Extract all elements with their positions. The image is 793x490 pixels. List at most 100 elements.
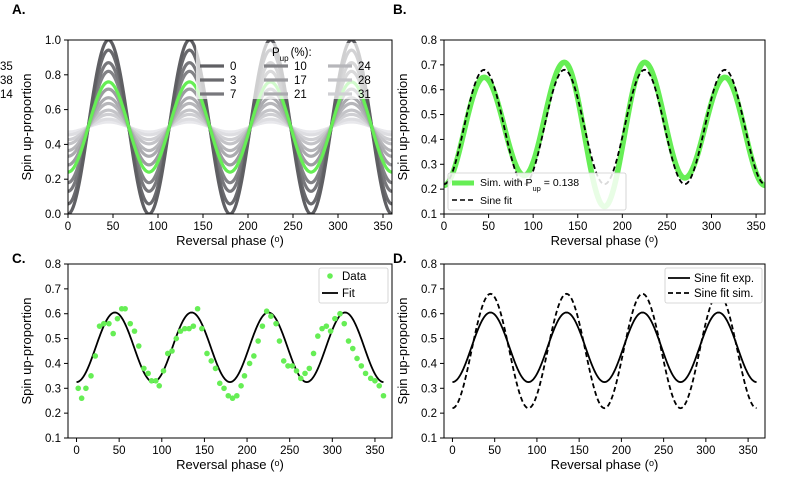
data-point <box>263 308 270 315</box>
x-tick-label: 250 <box>654 445 673 457</box>
data-point <box>106 320 112 327</box>
y-tick-label: 0.3 <box>421 383 437 395</box>
y-tick-label: 1.0 <box>45 35 61 47</box>
data-point <box>160 368 167 374</box>
y-tick-label: 0.7 <box>421 60 437 72</box>
data-point <box>225 392 232 399</box>
x-tick-label: 100 <box>527 445 546 457</box>
data-point <box>341 320 348 327</box>
x-tick-label: 50 <box>113 445 126 457</box>
plot-frame <box>443 39 766 215</box>
y-axis-label: Spin up-proportion <box>19 74 34 181</box>
data-point <box>164 350 171 357</box>
legend-entry-31: 31 <box>358 89 371 101</box>
data-point <box>153 378 159 384</box>
data-point <box>234 392 240 399</box>
data-point <box>212 365 219 372</box>
legend-title-suffix: (%): <box>291 47 312 59</box>
y-tick-label: 0.0 <box>45 209 61 221</box>
x-tick-label: 350 <box>373 221 392 233</box>
y-tick-label: 0.3 <box>45 383 61 395</box>
legend-entry-28: 28 <box>358 75 371 87</box>
legend-title-subscript: up <box>280 54 289 63</box>
y-axis-label: Spin up-proportion <box>395 74 410 181</box>
data-point <box>280 358 287 364</box>
x-tick-label: 300 <box>323 445 342 457</box>
data-point <box>101 320 107 327</box>
y-tick-label: 0.4 <box>45 139 62 151</box>
y-axis-label: Spin up-proportion <box>395 298 410 405</box>
data-point <box>310 350 317 357</box>
data-point <box>315 333 321 339</box>
legend-box <box>664 267 763 304</box>
data-point <box>135 343 142 349</box>
y-tick-label: 0.4 <box>421 358 438 370</box>
y-tick-label: 0.8 <box>45 70 61 82</box>
legend-entry-17: 17 <box>294 75 307 87</box>
data-point <box>92 353 99 359</box>
plot-frame <box>67 39 393 215</box>
legend-subscript: up <box>533 184 541 193</box>
y-tick-label: 0.2 <box>421 408 437 420</box>
x-tick-label: 150 <box>570 445 589 457</box>
y-tick-label: 0.4 <box>45 358 62 370</box>
data-point <box>367 375 374 382</box>
data-point <box>148 378 155 384</box>
legend-entry-14: 14 <box>0 89 13 101</box>
panel-d: 0 50 100 150 200 250 300 350 0.1 0.2 0.3 0.4 0.5 0.6 0… <box>393 251 766 472</box>
panel-c-legend: Data Fit <box>318 267 389 304</box>
legend-entry-exp: Sine fit exp. <box>694 273 754 285</box>
data-point <box>362 370 369 377</box>
data-point <box>289 363 296 369</box>
data-point <box>323 323 330 329</box>
panel-a: 0 50 100 150 200 250 300 3500.00.20.40.60.81.0R… <box>0 2 393 248</box>
x-tick-label: 300 <box>328 221 347 233</box>
legend-box <box>318 267 389 304</box>
data-point <box>221 385 227 392</box>
legend-entry-fit: Fit <box>342 288 356 300</box>
data-point <box>216 380 223 387</box>
x-tick-label: 50 <box>107 221 120 233</box>
data-point <box>83 385 89 392</box>
degree-symbol: o <box>649 458 654 468</box>
legend-swatch-data <box>327 273 333 279</box>
x-tick-label: 350 <box>739 445 758 457</box>
data-point <box>145 370 151 377</box>
data-point <box>127 320 134 327</box>
data-point <box>358 363 365 369</box>
panel-label: A. <box>12 2 26 17</box>
legend-entry-35: 35 <box>0 61 13 73</box>
y-tick-label: 0.5 <box>421 110 437 122</box>
data-point <box>345 338 352 344</box>
y-tick-label: 0.2 <box>45 174 61 186</box>
data-point <box>251 353 257 359</box>
x-tick-label: 200 <box>237 445 256 457</box>
y-tick-label: 0.7 <box>45 284 61 296</box>
data-point <box>190 323 197 329</box>
y-tick-label: 0.3 <box>421 159 437 171</box>
x-tick-label: 250 <box>283 221 302 233</box>
y-tick-label: 0.5 <box>421 334 437 346</box>
legend-entry-data: Data <box>342 271 367 283</box>
y-tick-label: 0.2 <box>421 184 437 196</box>
data-point <box>78 395 85 402</box>
data-point <box>297 375 304 382</box>
x-tick-label: 150 <box>193 221 212 233</box>
data-point <box>114 315 121 322</box>
data-point <box>259 323 266 329</box>
data-point <box>173 335 180 342</box>
legend-entry-sim: Sim. with Pup = 0.138 <box>480 177 579 193</box>
data-point <box>354 355 360 362</box>
x-tick-label: 0 <box>65 221 71 233</box>
data-point <box>131 328 138 334</box>
data-point <box>156 383 163 389</box>
data-point <box>268 313 274 320</box>
legend-entry-38: 38 <box>0 75 13 87</box>
panel-c-lines <box>75 305 387 402</box>
series-line-sine-fit-sim <box>452 292 757 410</box>
y-tick-label: 0.8 <box>421 35 437 47</box>
data-point <box>337 310 343 317</box>
legend-entry-21: 21 <box>294 89 307 101</box>
x-tick-label: 100 <box>524 221 543 233</box>
